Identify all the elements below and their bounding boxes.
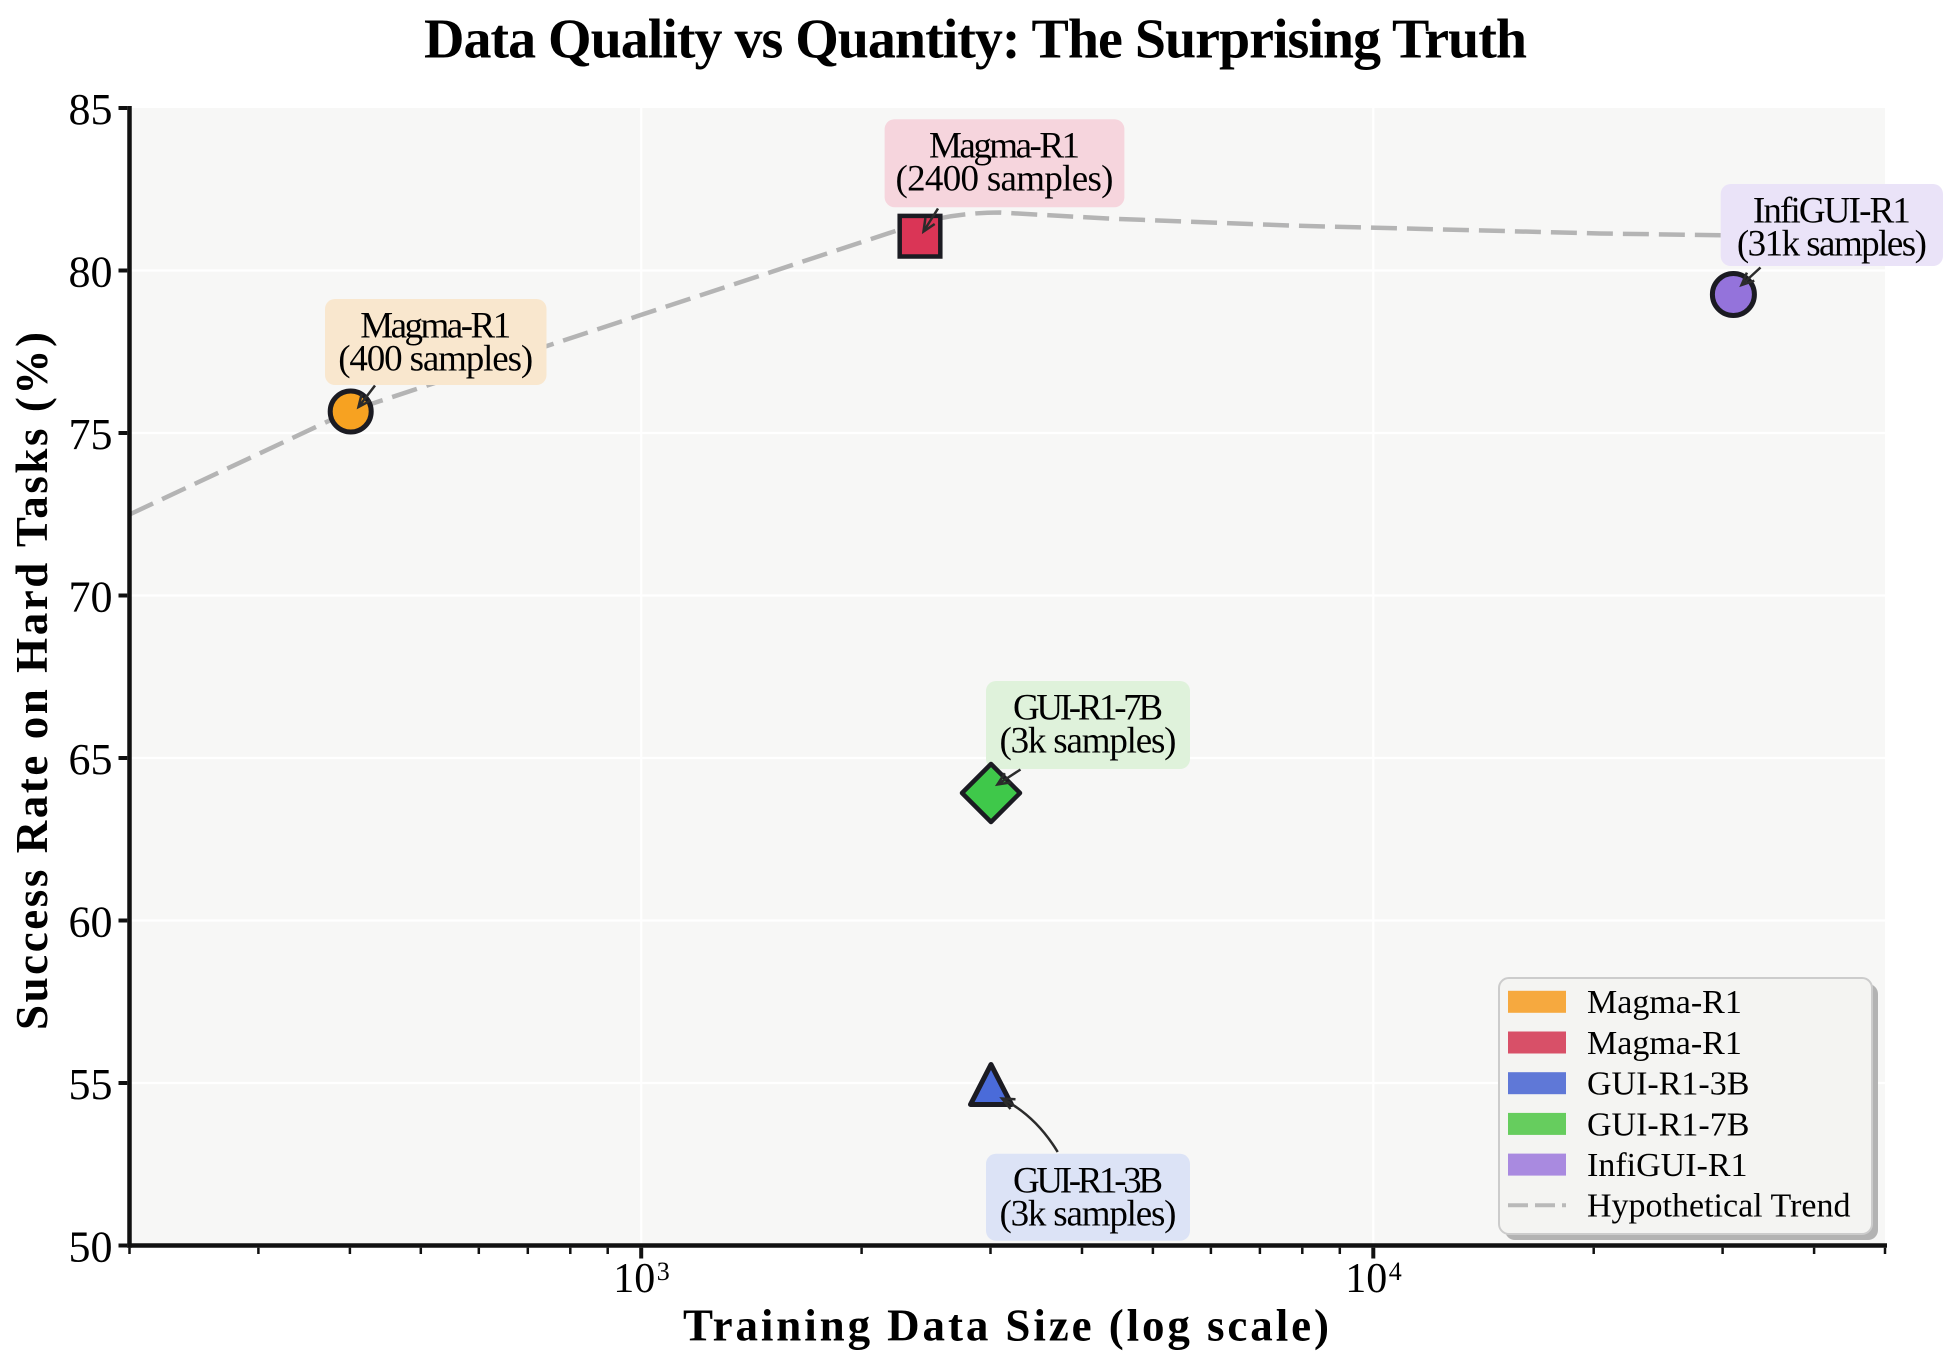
svg-text:GUI-R1-7B: GUI-R1-7B (1013, 688, 1163, 729)
svg-text:75: 75 (69, 410, 113, 459)
svg-text:10: 10 (1345, 1256, 1387, 1302)
svg-text:85: 85 (69, 85, 113, 134)
svg-text:70: 70 (69, 573, 113, 622)
svg-text:(3k samples): (3k samples) (1000, 721, 1177, 762)
svg-text:Training Data Size (log scale): Training Data Size (log scale) (683, 1301, 1329, 1351)
svg-text:GUI-R1-3B: GUI-R1-3B (1013, 1160, 1163, 1201)
svg-text:Data Quality vs Quantity: The: Data Quality vs Quantity: The Surprising… (424, 9, 1527, 71)
svg-text:65: 65 (69, 735, 113, 784)
svg-text:Magma-R1: Magma-R1 (929, 126, 1080, 167)
svg-text:(31k samples): (31k samples) (1737, 224, 1927, 265)
svg-text:(400 samples): (400 samples) (338, 339, 533, 380)
svg-text:Magma-R1: Magma-R1 (1587, 1025, 1742, 1062)
svg-text:60: 60 (69, 898, 113, 947)
svg-text:10: 10 (613, 1256, 655, 1302)
svg-text:(2400 samples): (2400 samples) (896, 159, 1114, 200)
svg-text:50: 50 (69, 1223, 113, 1272)
svg-text:(3k samples): (3k samples) (1000, 1193, 1177, 1234)
svg-text:Magma-R1: Magma-R1 (1587, 984, 1742, 1021)
svg-text:InfiGUI-R1: InfiGUI-R1 (1753, 191, 1911, 232)
svg-text:80: 80 (69, 248, 113, 297)
svg-text:GUI-R1-3B: GUI-R1-3B (1587, 1066, 1749, 1103)
svg-text:55: 55 (69, 1060, 113, 1109)
svg-text:Hypothetical Trend: Hypothetical Trend (1587, 1188, 1850, 1225)
svg-text:Magma-R1: Magma-R1 (360, 306, 511, 347)
svg-text:GUI-R1-7B: GUI-R1-7B (1587, 1106, 1749, 1143)
svg-text:Success Rate on Hard Tasks (%): Success Rate on Hard Tasks (%) (7, 332, 57, 1030)
svg-text:3: 3 (657, 1257, 670, 1286)
svg-text:4: 4 (1389, 1257, 1402, 1286)
svg-text:InfiGUI-R1: InfiGUI-R1 (1587, 1147, 1748, 1184)
